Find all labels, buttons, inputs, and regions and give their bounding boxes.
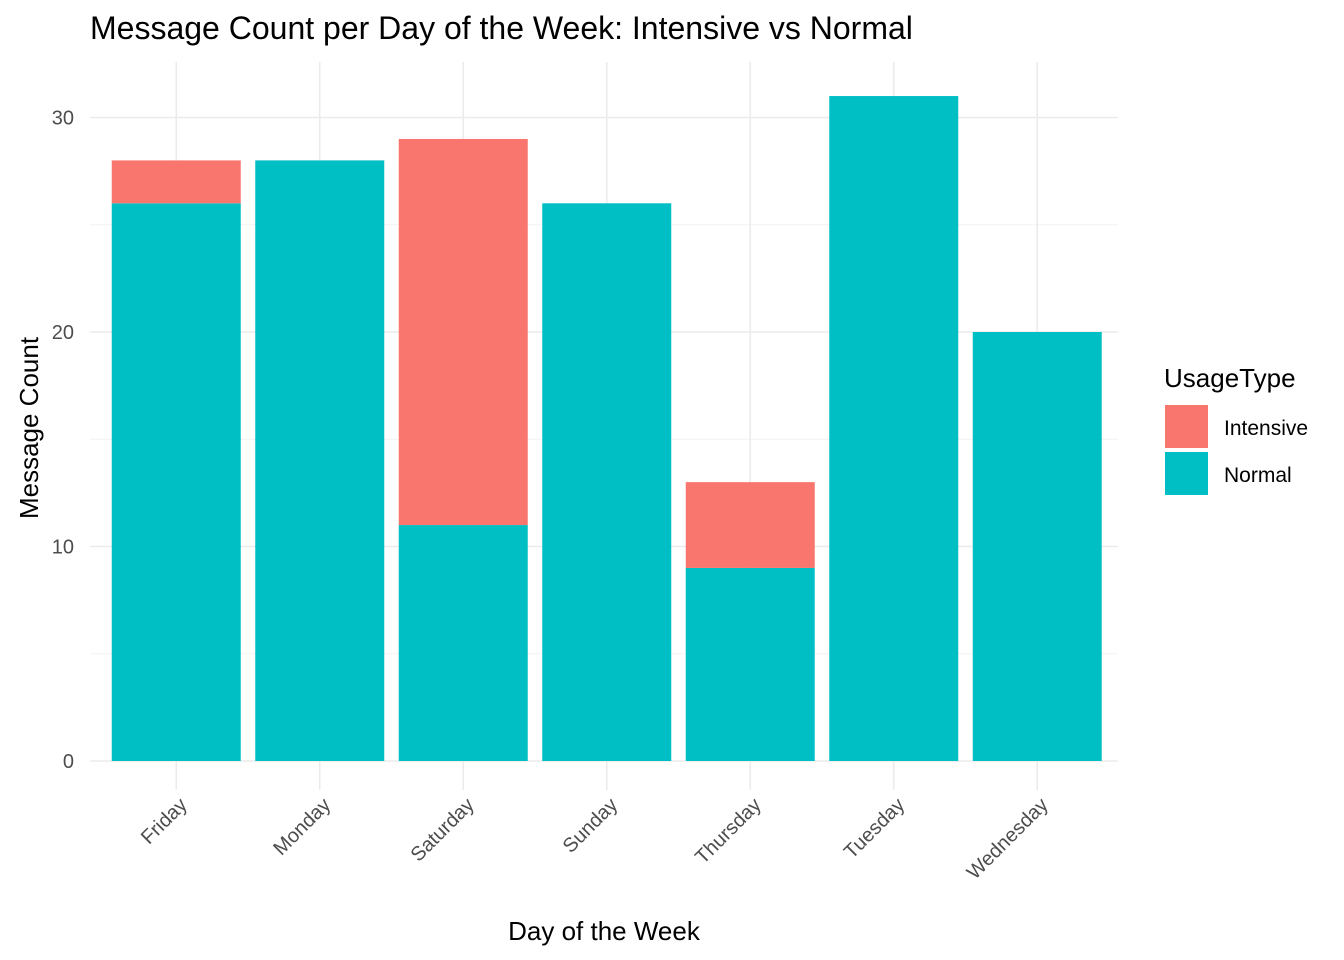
legend-label-intensive: Intensive (1224, 417, 1308, 440)
bar-normal-tuesday (829, 96, 959, 762)
x-tick-label: Monday (269, 794, 335, 860)
chart-title: Message Count per Day of the Week: Inten… (90, 10, 913, 46)
y-tick-label: 0 (63, 751, 74, 773)
bar-normal-thursday (685, 567, 815, 761)
y-tick-label: 30 (52, 108, 74, 130)
x-tick-label: Thursday (691, 794, 766, 869)
legend: UsageType Intensive Normal (1164, 363, 1308, 495)
x-tick-label: Friday (137, 794, 192, 849)
legend-title: UsageType (1164, 363, 1296, 393)
x-tick-label: Saturday (407, 794, 479, 866)
bar-normal-sunday (542, 203, 672, 762)
legend-label-normal: Normal (1224, 464, 1292, 487)
bars (111, 96, 1102, 762)
legend-swatch-normal (1165, 452, 1208, 495)
bar-normal-wednesday (972, 332, 1102, 761)
x-tick-label: Tuesday (840, 794, 909, 863)
bar-normal-friday (111, 203, 241, 762)
y-tick-labels: 0 10 20 30 (52, 108, 74, 774)
bar-intensive-friday (111, 160, 241, 204)
y-tick-label: 10 (52, 537, 74, 559)
y-axis-title: Message Count (14, 336, 44, 519)
bar-normal-monday (255, 160, 385, 761)
x-tick-label: Wednesday (963, 794, 1053, 884)
legend-swatch-intensive (1165, 405, 1208, 448)
x-tick-labels: Friday Monday Saturday Sunday Thursday Tuesda… (137, 794, 1053, 884)
bar-normal-saturday (398, 525, 528, 761)
bar-intensive-saturday (398, 138, 528, 526)
y-tick-label: 20 (52, 322, 74, 344)
x-tick-label: Sunday (559, 794, 623, 858)
x-axis-title: Day of the Week (508, 916, 701, 946)
bar-intensive-thursday (685, 482, 815, 568)
